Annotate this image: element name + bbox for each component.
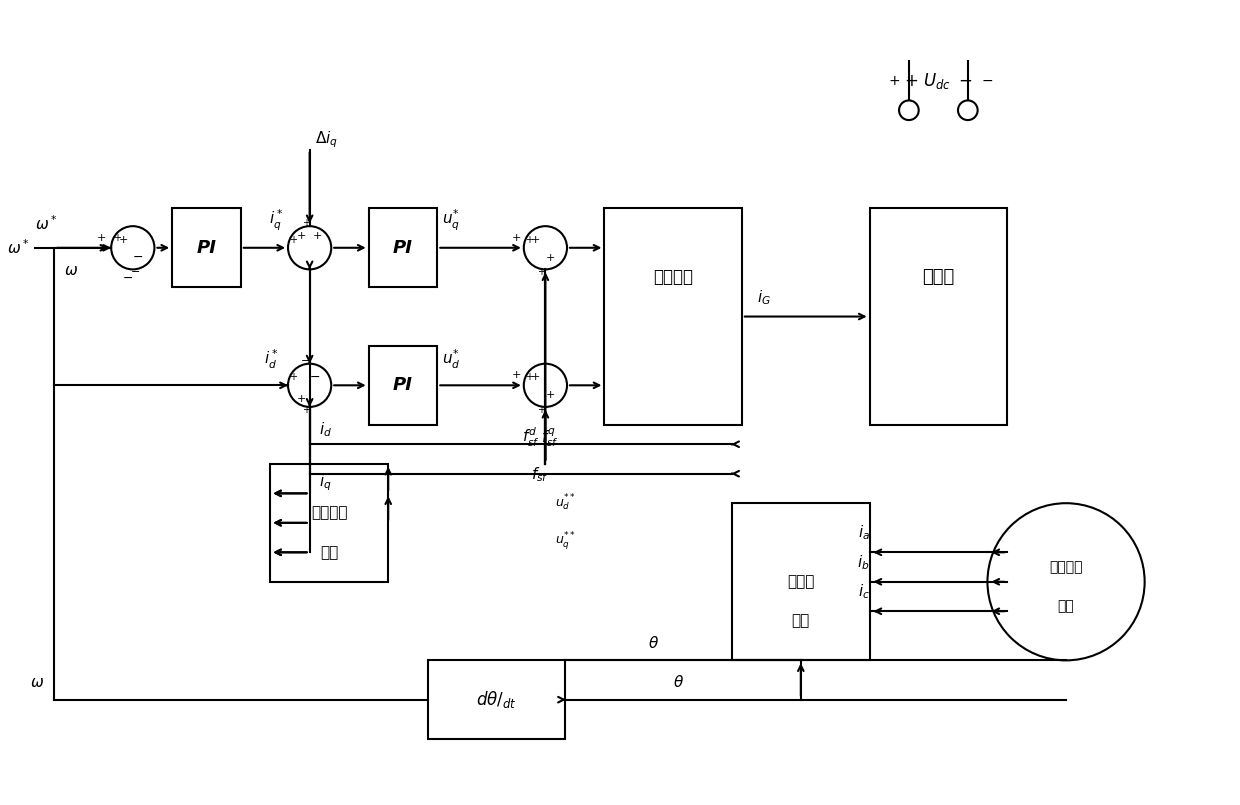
Circle shape — [959, 101, 977, 120]
Text: +: + — [531, 373, 541, 382]
Bar — [428, 660, 565, 739]
Text: +: + — [289, 235, 298, 245]
Text: +: + — [113, 233, 122, 243]
Text: $i_b$: $i_b$ — [857, 553, 869, 572]
Circle shape — [288, 226, 331, 270]
Text: PI: PI — [393, 239, 413, 257]
Text: +: + — [537, 405, 546, 415]
Text: $f_{sf}$: $f_{sf}$ — [532, 464, 549, 484]
Text: +: + — [525, 235, 533, 245]
Text: $u_q^{*}$: $u_q^{*}$ — [443, 208, 460, 233]
Text: $d\theta/_{dt}$: $d\theta/_{dt}$ — [476, 689, 517, 710]
Text: PI: PI — [196, 239, 217, 257]
Bar — [368, 208, 438, 287]
Text: +: + — [301, 405, 310, 415]
Text: 坐标系: 坐标系 — [787, 574, 815, 589]
Text: $i_c$: $i_c$ — [858, 583, 869, 601]
Text: 矢量控制: 矢量控制 — [653, 268, 693, 287]
Text: +: + — [546, 253, 556, 262]
Text: −: − — [133, 251, 143, 264]
Text: +: + — [531, 235, 541, 245]
Text: +: + — [546, 390, 556, 400]
Text: 电机: 电机 — [1058, 600, 1074, 613]
Text: $\theta$: $\theta$ — [649, 634, 658, 650]
Text: +: + — [298, 231, 306, 241]
Text: $\omega$: $\omega$ — [30, 675, 45, 690]
Text: 逆变器: 逆变器 — [923, 268, 955, 287]
Circle shape — [112, 226, 155, 270]
Text: +: + — [511, 233, 521, 243]
Text: $i_a$: $i_a$ — [858, 524, 869, 543]
Text: $\omega^*$: $\omega^*$ — [7, 238, 30, 257]
Text: +: + — [888, 74, 900, 88]
Text: 模块: 模块 — [320, 545, 339, 559]
Text: −: − — [301, 356, 310, 365]
Circle shape — [523, 226, 567, 270]
Text: +: + — [537, 267, 546, 278]
Text: $u_q^{**}$: $u_q^{**}$ — [556, 530, 577, 552]
Text: +: + — [301, 218, 310, 228]
Text: $\omega^*$: $\omega^*$ — [35, 214, 57, 233]
Text: $i_d^*$: $i_d^*$ — [264, 348, 278, 370]
Bar — [732, 503, 869, 660]
Text: $i_q$: $i_q$ — [320, 473, 332, 493]
Text: 永磁同步: 永磁同步 — [1049, 560, 1083, 574]
Circle shape — [523, 364, 567, 407]
Text: $f_{sf}^{d}$: $f_{sf}^{d}$ — [522, 426, 539, 449]
Text: +: + — [298, 394, 306, 404]
Circle shape — [987, 503, 1145, 660]
Text: $u_d^{*}$: $u_d^{*}$ — [443, 348, 461, 370]
Text: 变换: 变换 — [791, 613, 810, 629]
Bar — [604, 208, 742, 424]
Text: 前馈补偿: 前馈补偿 — [311, 506, 347, 521]
Text: −: − — [309, 371, 320, 384]
Text: $u_d^{**}$: $u_d^{**}$ — [556, 493, 577, 513]
Text: $i_d$: $i_d$ — [320, 421, 332, 440]
Text: $\theta$: $\theta$ — [673, 674, 684, 690]
Bar — [368, 346, 438, 424]
Circle shape — [288, 364, 331, 407]
Text: +: + — [511, 370, 521, 381]
Circle shape — [899, 101, 919, 120]
Text: $\Delta i_q$: $\Delta i_q$ — [315, 129, 337, 150]
Text: $\omega$: $\omega$ — [64, 262, 78, 278]
Text: $i_q^*$: $i_q^*$ — [269, 208, 283, 233]
Bar — [270, 464, 388, 582]
Text: +: + — [312, 231, 322, 241]
Bar — [172, 208, 241, 287]
Text: PI: PI — [393, 376, 413, 394]
Text: +: + — [118, 235, 128, 245]
Text: +: + — [525, 373, 533, 382]
Text: $+\ U_{dc}\ -$: $+\ U_{dc}\ -$ — [904, 71, 972, 91]
Text: +: + — [289, 373, 298, 382]
Text: −: − — [131, 267, 140, 278]
Text: $f_{sf}^{q}$: $f_{sf}^{q}$ — [542, 427, 559, 449]
Bar — [869, 208, 1007, 424]
Text: $i_G$: $i_G$ — [756, 288, 770, 307]
Text: −: − — [982, 74, 993, 88]
Text: −: − — [123, 272, 133, 285]
Text: +: + — [97, 233, 107, 243]
